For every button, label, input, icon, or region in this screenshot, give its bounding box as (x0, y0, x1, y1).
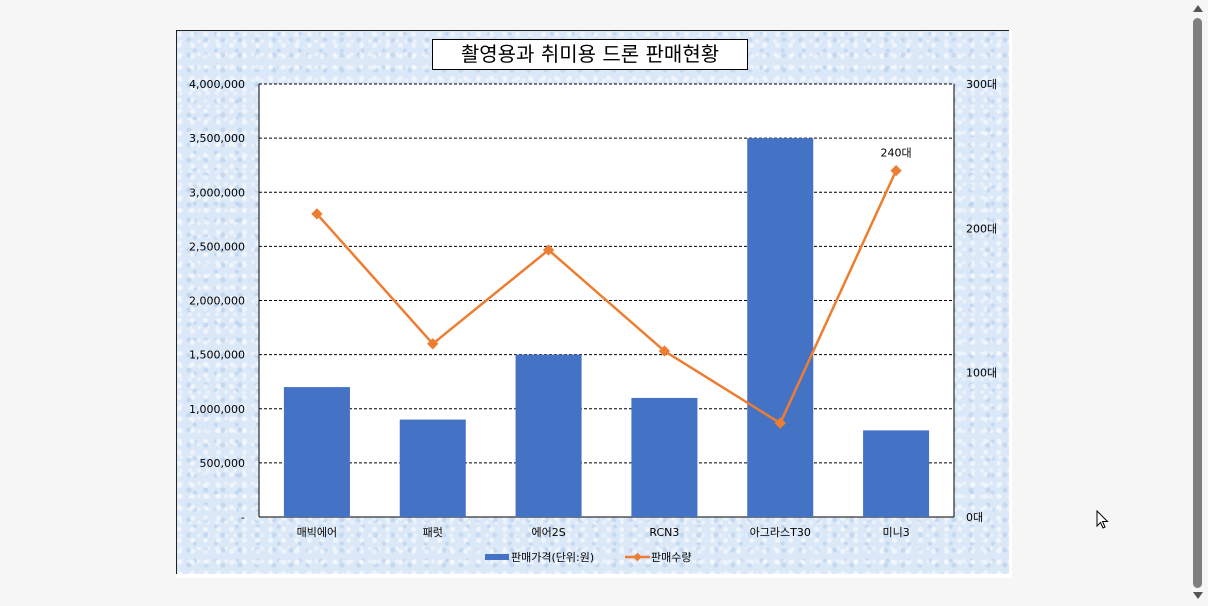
chart-shadow-bottom (176, 574, 1012, 578)
scroll-up-arrow-icon[interactable] (1193, 5, 1203, 12)
y-left-tick-label: 1,500,000 (189, 349, 245, 362)
y-left-tick-label: 2,500,000 (189, 240, 245, 253)
chart-title: 촬영용과 취미용 드론 판매현황 (432, 39, 748, 70)
x-tick-label: RCN3 (649, 526, 679, 539)
x-tick-label: 아그라스T30 (750, 526, 811, 539)
y-left-tick-label: 4,000,000 (189, 78, 245, 91)
legend-swatch-bar (485, 554, 509, 560)
scrollbar-thumb[interactable] (1193, 18, 1202, 588)
y-right-tick-label: 200대 (966, 222, 997, 235)
y-right-tick-label: 300대 (966, 78, 997, 91)
scroll-down-arrow-icon[interactable] (1193, 592, 1203, 599)
bar (283, 387, 350, 517)
bar (399, 419, 466, 517)
y-left-tick-label: 500,000 (200, 457, 246, 470)
data-label: 240대 (881, 147, 912, 160)
line-marker (427, 338, 439, 350)
line-marker (774, 417, 786, 429)
legend-label: 판매가격(단위:원) (511, 551, 594, 564)
y-left-tick-label: 2,000,000 (189, 295, 245, 308)
bar (747, 138, 814, 517)
y-right-tick-label: 100대 (966, 367, 997, 380)
x-tick-label: 매빅에어 (297, 526, 337, 539)
legend-label: 판매수량 (651, 551, 691, 564)
bar (631, 397, 698, 517)
line-marker (542, 244, 555, 256)
x-tick-label: 에어2S (531, 526, 565, 539)
line-marker (658, 345, 671, 357)
y-left-tick-label: 1,000,000 (189, 403, 245, 416)
legend-marker (633, 552, 642, 562)
line-marker (890, 164, 902, 177)
bar (515, 354, 582, 517)
chart-shadow-right (1009, 30, 1012, 578)
y-left-tick-label: 3,500,000 (189, 132, 245, 145)
x-tick-label: 패럿 (423, 526, 443, 539)
bar (863, 430, 930, 517)
y-left-tick-label: 3,000,000 (189, 186, 245, 199)
y-right-tick-label: 0대 (966, 511, 983, 524)
series-line (315, 170, 898, 425)
mouse-cursor-icon (1096, 510, 1109, 529)
x-tick-label: 미니3 (882, 526, 909, 539)
line-marker (311, 208, 323, 220)
y-left-tick-label: - (241, 511, 245, 524)
